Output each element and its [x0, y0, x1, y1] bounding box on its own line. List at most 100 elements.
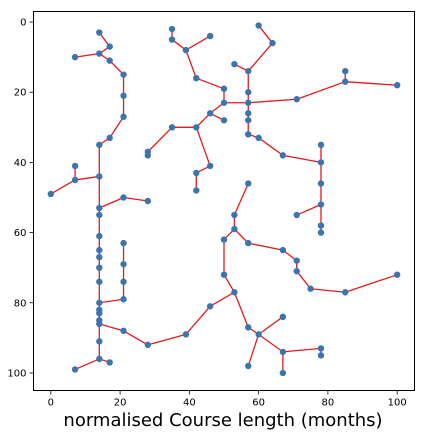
- data-point: [193, 169, 200, 177]
- data-point: [255, 22, 262, 29]
- data-point: [71, 162, 79, 170]
- data-point: [317, 229, 325, 236]
- tree-edge: [247, 42, 273, 72]
- data-point: [317, 159, 325, 166]
- tree-edge: [282, 154, 322, 164]
- x-tick-label: 40: [183, 398, 196, 409]
- data-point: [245, 362, 252, 370]
- tree-edge: [345, 81, 398, 86]
- data-point: [96, 299, 103, 306]
- data-point: [96, 310, 103, 317]
- data-point: [245, 131, 252, 138]
- data-point: [206, 162, 214, 170]
- data-point: [255, 134, 262, 142]
- data-point: [231, 60, 238, 68]
- data-point: [96, 264, 103, 271]
- data-point: [168, 36, 176, 43]
- y-tick-label: 60: [14, 228, 27, 239]
- data-point: [120, 278, 127, 285]
- tree-edge: [109, 116, 125, 139]
- tree-edge: [195, 127, 211, 167]
- tree-edge: [123, 196, 148, 202]
- data-point: [120, 71, 127, 78]
- data-point: [120, 260, 127, 268]
- tree-edge: [248, 242, 284, 251]
- data-point: [96, 173, 103, 180]
- data-point: [245, 99, 252, 106]
- data-point: [168, 25, 176, 33]
- data-point: [245, 180, 252, 187]
- data-point: [106, 134, 113, 142]
- x-axis-title: normalised Course length (months): [63, 410, 382, 431]
- data-point: [71, 176, 79, 184]
- data-point: [120, 113, 127, 120]
- data-point: [144, 152, 151, 159]
- tree-edge: [282, 347, 322, 353]
- data-point: [307, 285, 314, 292]
- tree-edge: [99, 298, 124, 304]
- tree-edge: [258, 25, 274, 44]
- data-point: [245, 117, 252, 124]
- tree-edge: [99, 323, 124, 332]
- axis-ticks: 0 20 40 60 80 100 0 20 40 60 80 100: [7, 18, 406, 409]
- tree-edge: [233, 183, 249, 216]
- data-point: [47, 190, 55, 198]
- data-point: [120, 92, 127, 99]
- data-point: [206, 303, 214, 310]
- data-point: [293, 267, 300, 275]
- data-point: [106, 43, 113, 50]
- data-point: [317, 222, 325, 229]
- tree-edge: [233, 228, 249, 244]
- data-point: [220, 85, 228, 92]
- data-point: [96, 338, 103, 345]
- data-point: [96, 211, 103, 219]
- data-point: [168, 124, 176, 131]
- data-point: [279, 369, 287, 377]
- data-point: [231, 225, 238, 233]
- data-point: [96, 232, 103, 240]
- tree-edge: [296, 81, 346, 100]
- tree-edge: [109, 60, 125, 76]
- data-point: [96, 253, 103, 261]
- data-point: [231, 211, 238, 219]
- data-point: [96, 278, 103, 285]
- data-point: [96, 204, 103, 212]
- data-point: [96, 246, 103, 254]
- x-tick-label: 20: [114, 398, 127, 409]
- data-point: [206, 110, 214, 117]
- tree-edge: [74, 358, 100, 371]
- tree-edge: [50, 179, 76, 195]
- tree-edge: [185, 35, 211, 51]
- data-point: [144, 341, 151, 349]
- y-tick-label: 100: [7, 368, 26, 379]
- data-point: [342, 67, 349, 75]
- tree-edge: [296, 203, 322, 216]
- tree-edge: [74, 175, 100, 181]
- data-point: [193, 124, 200, 131]
- tree-edge: [123, 330, 149, 346]
- data-point: [293, 211, 300, 219]
- tree-edge: [247, 334, 260, 367]
- data-point: [245, 67, 252, 75]
- data-point: [193, 74, 200, 82]
- data-point: [96, 320, 103, 328]
- data-point: [317, 201, 325, 208]
- data-point: [120, 327, 127, 335]
- data-point: [71, 53, 79, 61]
- y-tick-label: 0: [20, 18, 26, 29]
- data-point: [220, 236, 228, 243]
- data-point: [106, 57, 113, 64]
- data-point: [220, 271, 228, 278]
- data-point: [279, 348, 287, 356]
- data-point: [317, 345, 325, 352]
- tree-edge: [147, 333, 187, 346]
- x-tick-label: 60: [252, 398, 265, 409]
- data-point: [393, 81, 401, 89]
- data-point: [96, 29, 103, 36]
- data-point: [144, 197, 151, 205]
- data-point: [342, 78, 349, 85]
- data-point: [342, 289, 349, 296]
- tree-edge: [99, 196, 124, 209]
- data-point: [193, 187, 200, 194]
